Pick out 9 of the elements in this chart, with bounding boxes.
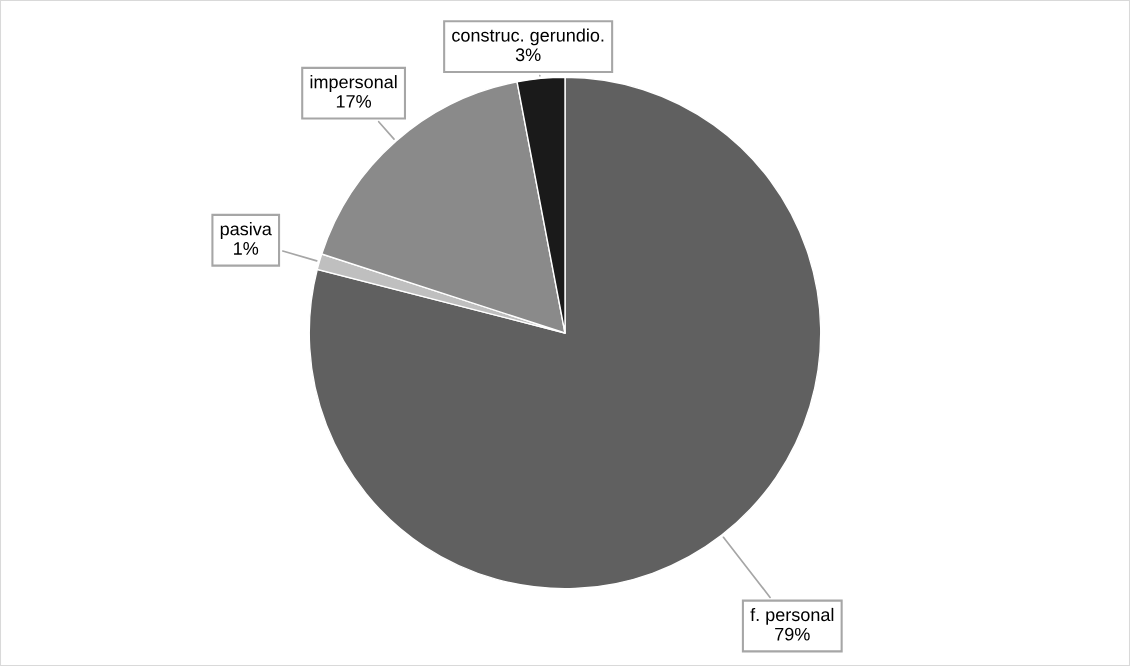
data-label: 79% <box>775 627 810 641</box>
data-label: 1% <box>234 242 259 255</box>
slice-label: f. personal <box>750 607 834 625</box>
data-label: 3% <box>515 48 541 62</box>
data-label: 17% <box>336 95 372 108</box>
slice-label: impersonal <box>310 75 397 92</box>
slice-label: construc. gerundio. <box>452 28 604 46</box>
slice-label: pasiva <box>220 222 272 239</box>
pie-slice <box>308 76 822 590</box>
